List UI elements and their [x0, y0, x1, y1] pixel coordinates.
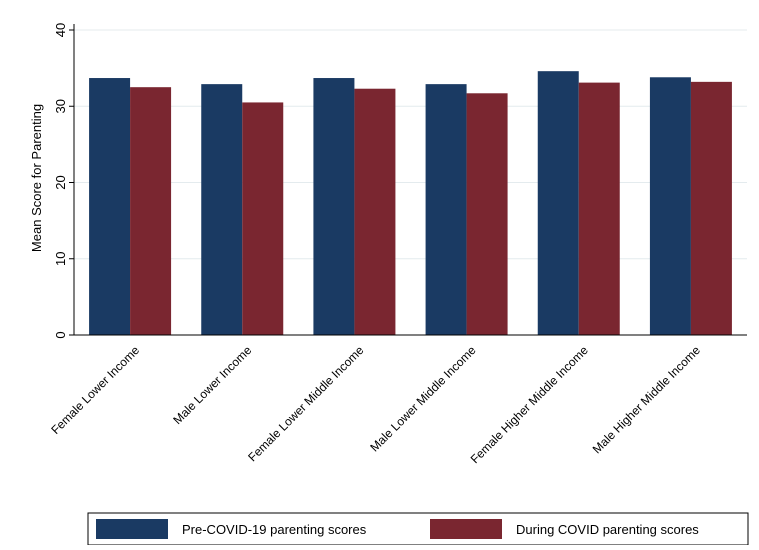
bar-during-covid: [130, 87, 172, 335]
axes: [69, 24, 747, 336]
y-tick-label: 20: [53, 175, 68, 189]
bar-during-covid: [466, 93, 508, 335]
bar-pre-covid: [425, 84, 467, 335]
bars: [89, 71, 732, 336]
y-tick-label: 30: [53, 99, 68, 113]
legend-swatch: [430, 519, 502, 539]
y-tick-label: 40: [53, 23, 68, 37]
bar-during-covid: [578, 82, 620, 335]
bar-pre-covid: [313, 78, 355, 335]
legend-swatch: [96, 519, 168, 539]
y-tick-label: 10: [53, 252, 68, 266]
bar-during-covid: [690, 81, 732, 335]
gridlines: [74, 29, 747, 260]
legend: Pre-COVID-19 parenting scores During COVI…: [87, 512, 749, 546]
y-tick-label: 0: [53, 331, 68, 338]
legend-label: Pre-COVID-19 parenting scores: [182, 522, 367, 537]
bar-pre-covid: [537, 71, 579, 336]
legend-box: [87, 512, 749, 546]
y-axis-title: Mean Score for Parenting: [29, 104, 44, 252]
bar-during-covid: [354, 88, 396, 336]
legend-label: During COVID parenting scores: [516, 522, 699, 537]
bar-pre-covid: [649, 77, 691, 336]
bar-pre-covid: [201, 84, 243, 335]
bar-during-covid: [242, 102, 284, 335]
bar-pre-covid: [89, 78, 131, 335]
